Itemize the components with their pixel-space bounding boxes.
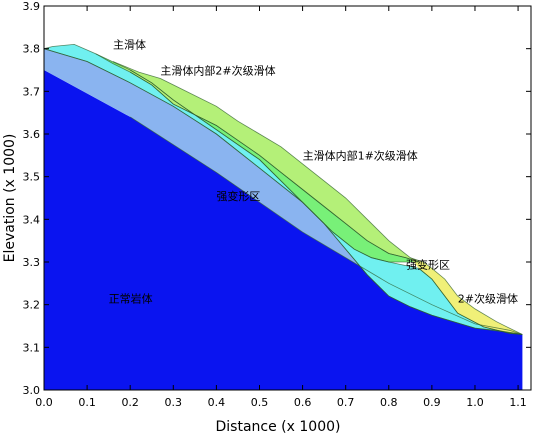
x-tick-label: 1.0 <box>466 396 484 409</box>
annotation-label: 2#次级滑体 <box>458 292 518 306</box>
region-4 <box>113 61 419 262</box>
y-tick-label: 3.4 <box>23 213 41 226</box>
x-tick-label: 1.1 <box>509 396 527 409</box>
x-tick-label: 0.6 <box>294 396 312 409</box>
y-tick-label: 3.3 <box>23 256 41 269</box>
annotation-label: 强变形区 <box>406 257 450 271</box>
annotation-label: 强变形区 <box>216 189 260 203</box>
annotation-label: 主滑体 <box>113 38 146 52</box>
y-tick-label: 3.1 <box>23 341 41 354</box>
x-axis: 0.0 0.1 0.2 0.3 0.4 0.5 0.6 0.7 0.8 0.9 1.0 1.1 <box>35 6 527 409</box>
boundaries-layer <box>43 43 523 335</box>
y-tick-label: 3.5 <box>23 171 41 184</box>
region-boundary-5 <box>410 257 523 335</box>
x-axis-label: Distance (x 1000) <box>216 419 341 435</box>
region-0 <box>44 70 523 390</box>
annotations-layer: 主滑体主滑体内部2#次级滑体主滑体内部1#次级滑体强变形区强变形区2#次级滑体正… <box>109 38 518 306</box>
y-axis: 3.0 3.1 3.2 3.3 3.4 3.5 3.6 3.7 3.8 3.9 <box>23 0 531 397</box>
region-5 <box>410 257 523 335</box>
x-tick-label: 0.8 <box>380 396 398 409</box>
x-tick-label: 0.4 <box>208 396 226 409</box>
plot-frame <box>43 5 532 391</box>
y-tick-label: 3.6 <box>23 128 41 141</box>
y-tick-label: 3.7 <box>23 85 41 98</box>
y-tick-label: 3.0 <box>23 384 41 397</box>
x-tick-label: 0.9 <box>423 396 441 409</box>
x-tick-label: 0.5 <box>251 396 269 409</box>
x-tick-label: 0.2 <box>121 396 139 409</box>
regions-layer <box>44 44 523 390</box>
x-tick-label: 0.7 <box>337 396 355 409</box>
y-tick-label: 3.2 <box>23 299 41 312</box>
annotation-label: 主滑体内部1#次级滑体 <box>303 149 418 163</box>
y-axis-label: Elevation (x 1000) <box>2 134 18 263</box>
x-tick-label: 0.3 <box>165 396 183 409</box>
y-tick-label: 3.8 <box>23 43 41 56</box>
x-tick-label: 0.0 <box>35 396 53 409</box>
x-tick-label: 0.1 <box>78 396 96 409</box>
annotation-label: 主滑体内部2#次级滑体 <box>160 63 275 77</box>
region-1 <box>44 48 523 335</box>
annotation-label: 正常岩体 <box>109 292 153 306</box>
y-tick-label: 3.9 <box>23 0 41 13</box>
